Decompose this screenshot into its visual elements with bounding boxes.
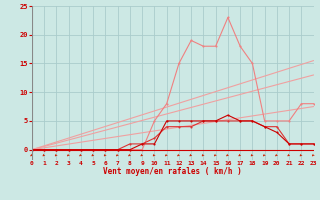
X-axis label: Vent moyen/en rafales ( km/h ): Vent moyen/en rafales ( km/h ) <box>103 167 242 176</box>
